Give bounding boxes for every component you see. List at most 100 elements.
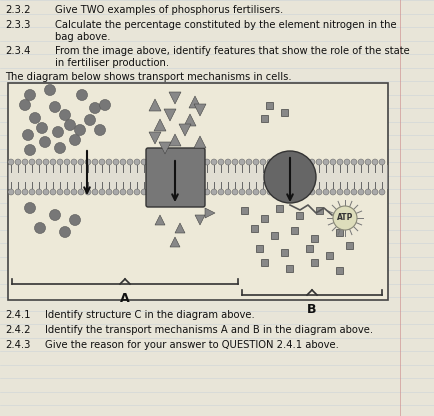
Text: Calculate the percentage constituted by the element nitrogen in the: Calculate the percentage constituted by … [55, 20, 396, 30]
Circle shape [84, 114, 95, 126]
Circle shape [78, 189, 84, 195]
Circle shape [127, 159, 133, 165]
Text: 2.3.2: 2.3.2 [5, 5, 30, 15]
Circle shape [99, 159, 105, 165]
Circle shape [44, 84, 56, 96]
Circle shape [85, 159, 91, 165]
Polygon shape [149, 132, 161, 144]
Circle shape [29, 159, 35, 165]
Polygon shape [204, 208, 214, 218]
Circle shape [176, 159, 181, 165]
Bar [306, 245, 313, 252]
Polygon shape [169, 134, 181, 146]
Polygon shape [188, 96, 201, 108]
Circle shape [260, 189, 265, 195]
Circle shape [57, 159, 63, 165]
Circle shape [266, 189, 273, 195]
Circle shape [54, 143, 66, 154]
Bar [261, 215, 268, 221]
Bar [8, 165, 387, 189]
Bar [346, 242, 353, 248]
Circle shape [24, 203, 36, 213]
Circle shape [238, 189, 244, 195]
Circle shape [71, 159, 77, 165]
Bar [251, 225, 258, 231]
Circle shape [280, 189, 286, 195]
Circle shape [76, 89, 87, 101]
Text: 2.3.4: 2.3.4 [5, 46, 30, 56]
Circle shape [43, 159, 49, 165]
Circle shape [92, 159, 98, 165]
Circle shape [204, 159, 210, 165]
Text: The diagram below shows transport mechanisms in cells.: The diagram below shows transport mechan… [5, 72, 291, 82]
Circle shape [253, 189, 258, 195]
Circle shape [357, 159, 363, 165]
Circle shape [24, 89, 36, 101]
Text: Give TWO examples of phosphorus fertilisers.: Give TWO examples of phosphorus fertilis… [55, 5, 283, 15]
Bar [261, 114, 268, 121]
Polygon shape [194, 215, 204, 225]
Polygon shape [159, 142, 171, 154]
Text: Identify structure C in the diagram above.: Identify structure C in the diagram abov… [45, 310, 254, 320]
Circle shape [99, 99, 110, 111]
Text: Give the reason for your answer to QUESTION 2.4.1 above.: Give the reason for your answer to QUEST… [45, 340, 338, 350]
Circle shape [231, 159, 237, 165]
Bar [256, 245, 263, 252]
Circle shape [22, 189, 28, 195]
Circle shape [71, 189, 77, 195]
Polygon shape [149, 99, 161, 111]
Circle shape [141, 189, 147, 195]
Circle shape [197, 159, 203, 165]
Bar [276, 205, 283, 211]
Circle shape [246, 159, 251, 165]
Circle shape [350, 189, 356, 195]
Bar [281, 109, 288, 116]
Circle shape [217, 189, 224, 195]
Circle shape [106, 189, 112, 195]
Polygon shape [194, 104, 206, 116]
Bar [266, 102, 273, 109]
Circle shape [294, 159, 300, 165]
Circle shape [169, 189, 174, 195]
Text: in fertiliser production.: in fertiliser production. [55, 58, 169, 68]
Circle shape [134, 189, 140, 195]
Bar [336, 267, 343, 273]
Circle shape [23, 129, 33, 141]
Polygon shape [155, 215, 164, 225]
Polygon shape [170, 237, 180, 247]
Circle shape [336, 189, 342, 195]
Text: 2.4.1: 2.4.1 [5, 310, 30, 320]
Circle shape [120, 159, 126, 165]
Bar [326, 252, 333, 258]
Polygon shape [169, 92, 181, 104]
Circle shape [15, 189, 21, 195]
Circle shape [64, 189, 70, 195]
Circle shape [287, 159, 293, 165]
Circle shape [148, 159, 154, 165]
Circle shape [134, 159, 140, 165]
Circle shape [43, 189, 49, 195]
Circle shape [106, 159, 112, 165]
Circle shape [371, 159, 377, 165]
Circle shape [246, 189, 251, 195]
Polygon shape [194, 136, 206, 148]
Circle shape [36, 189, 42, 195]
Bar [311, 258, 318, 265]
Circle shape [39, 136, 50, 148]
Circle shape [53, 126, 63, 138]
Circle shape [273, 189, 279, 195]
Circle shape [24, 144, 36, 156]
Circle shape [113, 159, 119, 165]
Circle shape [50, 159, 56, 165]
Circle shape [315, 159, 321, 165]
Circle shape [20, 99, 30, 111]
Circle shape [231, 189, 237, 195]
Circle shape [127, 189, 133, 195]
Circle shape [49, 210, 60, 220]
Text: ATP: ATP [336, 213, 352, 223]
Bar [261, 258, 268, 265]
Circle shape [350, 159, 356, 165]
Bar [336, 228, 343, 235]
Circle shape [190, 159, 196, 165]
Circle shape [89, 102, 100, 114]
